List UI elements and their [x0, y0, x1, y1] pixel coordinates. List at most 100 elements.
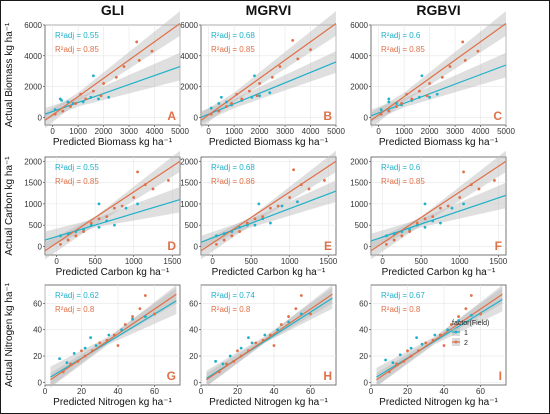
data-point-field-2: [235, 92, 239, 96]
data-point-field-2: [53, 112, 57, 116]
data-point-field-2: [209, 112, 213, 116]
data-point-field-2: [59, 242, 62, 246]
data-point-field-2: [254, 341, 258, 345]
x-tick-label: 5000: [497, 127, 515, 136]
y-tick-label: 0: [194, 378, 199, 387]
y-tick-label: 60: [359, 299, 368, 308]
data-point-field-1: [58, 97, 62, 101]
data-point-field-2: [236, 349, 239, 353]
y-tick-label: 0: [38, 113, 43, 122]
r2-label-2: R²adj = 0.85: [381, 45, 425, 54]
x-tick-label: 20: [77, 387, 86, 396]
data-point-field-2: [387, 370, 391, 374]
r2-label-1: R²adj = 0.62: [55, 291, 99, 300]
data-point-field-2: [137, 58, 141, 62]
data-point-field-1: [400, 230, 404, 233]
data-point-field-2: [122, 65, 126, 68]
data-point-field-2: [288, 196, 292, 199]
data-point-field-2: [116, 344, 120, 347]
data-point-field-2: [402, 359, 406, 363]
x-tick-label: 4000: [146, 127, 164, 136]
data-point-field-2: [268, 333, 272, 337]
data-point-field-2: [232, 359, 236, 363]
r2-label-2: R²adj = 0.8: [381, 305, 421, 314]
confidence-band-field-1: [45, 52, 180, 121]
x-tick-label: 3000: [446, 127, 464, 136]
data-point-field-2: [292, 168, 295, 172]
data-point-field-2: [440, 75, 444, 79]
data-point-field-1: [423, 202, 427, 206]
y-tick-label: 20: [359, 352, 368, 361]
data-point-field-1: [395, 102, 398, 105]
data-point-field-1: [450, 206, 454, 210]
data-point-field-2: [464, 307, 468, 311]
data-point-field-1: [415, 223, 419, 227]
data-point-field-2: [215, 242, 218, 246]
r2-label-1: R²adj = 0.55: [55, 31, 99, 40]
data-point-field-2: [225, 362, 228, 366]
panel-I: 0 20 40 60 0 20 40 60 R²adj = 0.67 R²adj = 0.8 I Pr…: [359, 284, 507, 408]
data-point-field-2: [400, 102, 403, 105]
data-point-field-1: [94, 344, 98, 347]
x-axis-label: Predicted Carbon kg ha⁻¹: [212, 267, 326, 278]
x-tick-label: 40: [440, 387, 449, 396]
x-axis-label: Predicted Nitrogen kg ha⁻¹: [53, 397, 172, 408]
data-point-field-2: [239, 354, 243, 358]
y-tick-label: 40: [33, 326, 42, 335]
data-point-field-1: [107, 95, 111, 99]
x-tick-label: 1000: [69, 127, 87, 136]
y-tick-label: 2000: [350, 157, 368, 166]
y-tick-label: 1500: [350, 179, 368, 188]
x-axis-label: Predicted Biomass kg ha⁻¹: [379, 137, 499, 148]
data-point-field-2: [80, 349, 83, 353]
legend-swatch-point: [454, 340, 458, 344]
data-point-field-1: [299, 312, 303, 316]
data-point-field-1: [97, 97, 100, 101]
data-point-field-1: [398, 353, 402, 357]
data-point-field-2: [255, 94, 259, 98]
data-point-field-1: [83, 346, 87, 350]
data-point-field-2: [225, 105, 228, 108]
y-tick-label: 60: [189, 299, 198, 308]
data-point-field-1: [435, 92, 439, 96]
data-point-field-2: [278, 65, 282, 68]
data-point-field-1: [261, 217, 265, 221]
data-point-field-2: [123, 323, 127, 326]
fit-line-field-2: [44, 22, 181, 121]
y-tick-label: 0: [364, 113, 369, 122]
y-tick-label: 4000: [180, 52, 198, 61]
fit-line-field-2: [44, 160, 181, 252]
data-point-field-1: [71, 102, 75, 105]
data-point-field-1: [66, 232, 70, 236]
data-point-field-2: [462, 170, 465, 174]
data-point-field-1: [239, 346, 243, 350]
y-tick-label: 6000: [24, 21, 42, 30]
data-point-field-2: [323, 179, 326, 182]
x-tick-label: 1500: [489, 257, 507, 266]
data-point-field-2: [247, 349, 250, 353]
data-point-field-2: [463, 58, 467, 62]
fit-line-field-2: [370, 160, 507, 252]
y-tick-label: 40: [189, 326, 198, 335]
legend-entry-label: 1: [464, 330, 468, 337]
x-axis-label: Predicted Carbon kg ha⁻¹: [56, 267, 170, 278]
data-point-field-1: [81, 100, 85, 104]
data-point-field-1: [253, 223, 257, 227]
data-point-field-2: [449, 323, 453, 326]
data-point-field-2: [287, 315, 290, 318]
r2-label-2: R²adj = 0.86: [211, 177, 255, 186]
data-point-field-2: [385, 242, 388, 246]
panel-letter: H: [323, 369, 332, 383]
data-point-field-1: [263, 333, 267, 337]
x-axis-label: Predicted Carbon kg ha⁻¹: [382, 267, 496, 278]
data-point-field-2: [439, 206, 442, 210]
y-tick-label: 40: [359, 326, 368, 335]
y-tick-label: 0: [194, 113, 199, 122]
x-tick-label: 60: [306, 387, 315, 396]
data-point-field-1: [113, 223, 116, 227]
data-point-field-1: [209, 106, 213, 110]
panel-G: 0 20 40 60 0 20 40 60 R²adj = 0.62 R²adj = 0.8 G Pr…: [4, 282, 181, 408]
data-point-field-2: [79, 92, 83, 96]
y-tick-label: 0: [364, 242, 369, 251]
fit-line-field-2: [376, 293, 503, 381]
